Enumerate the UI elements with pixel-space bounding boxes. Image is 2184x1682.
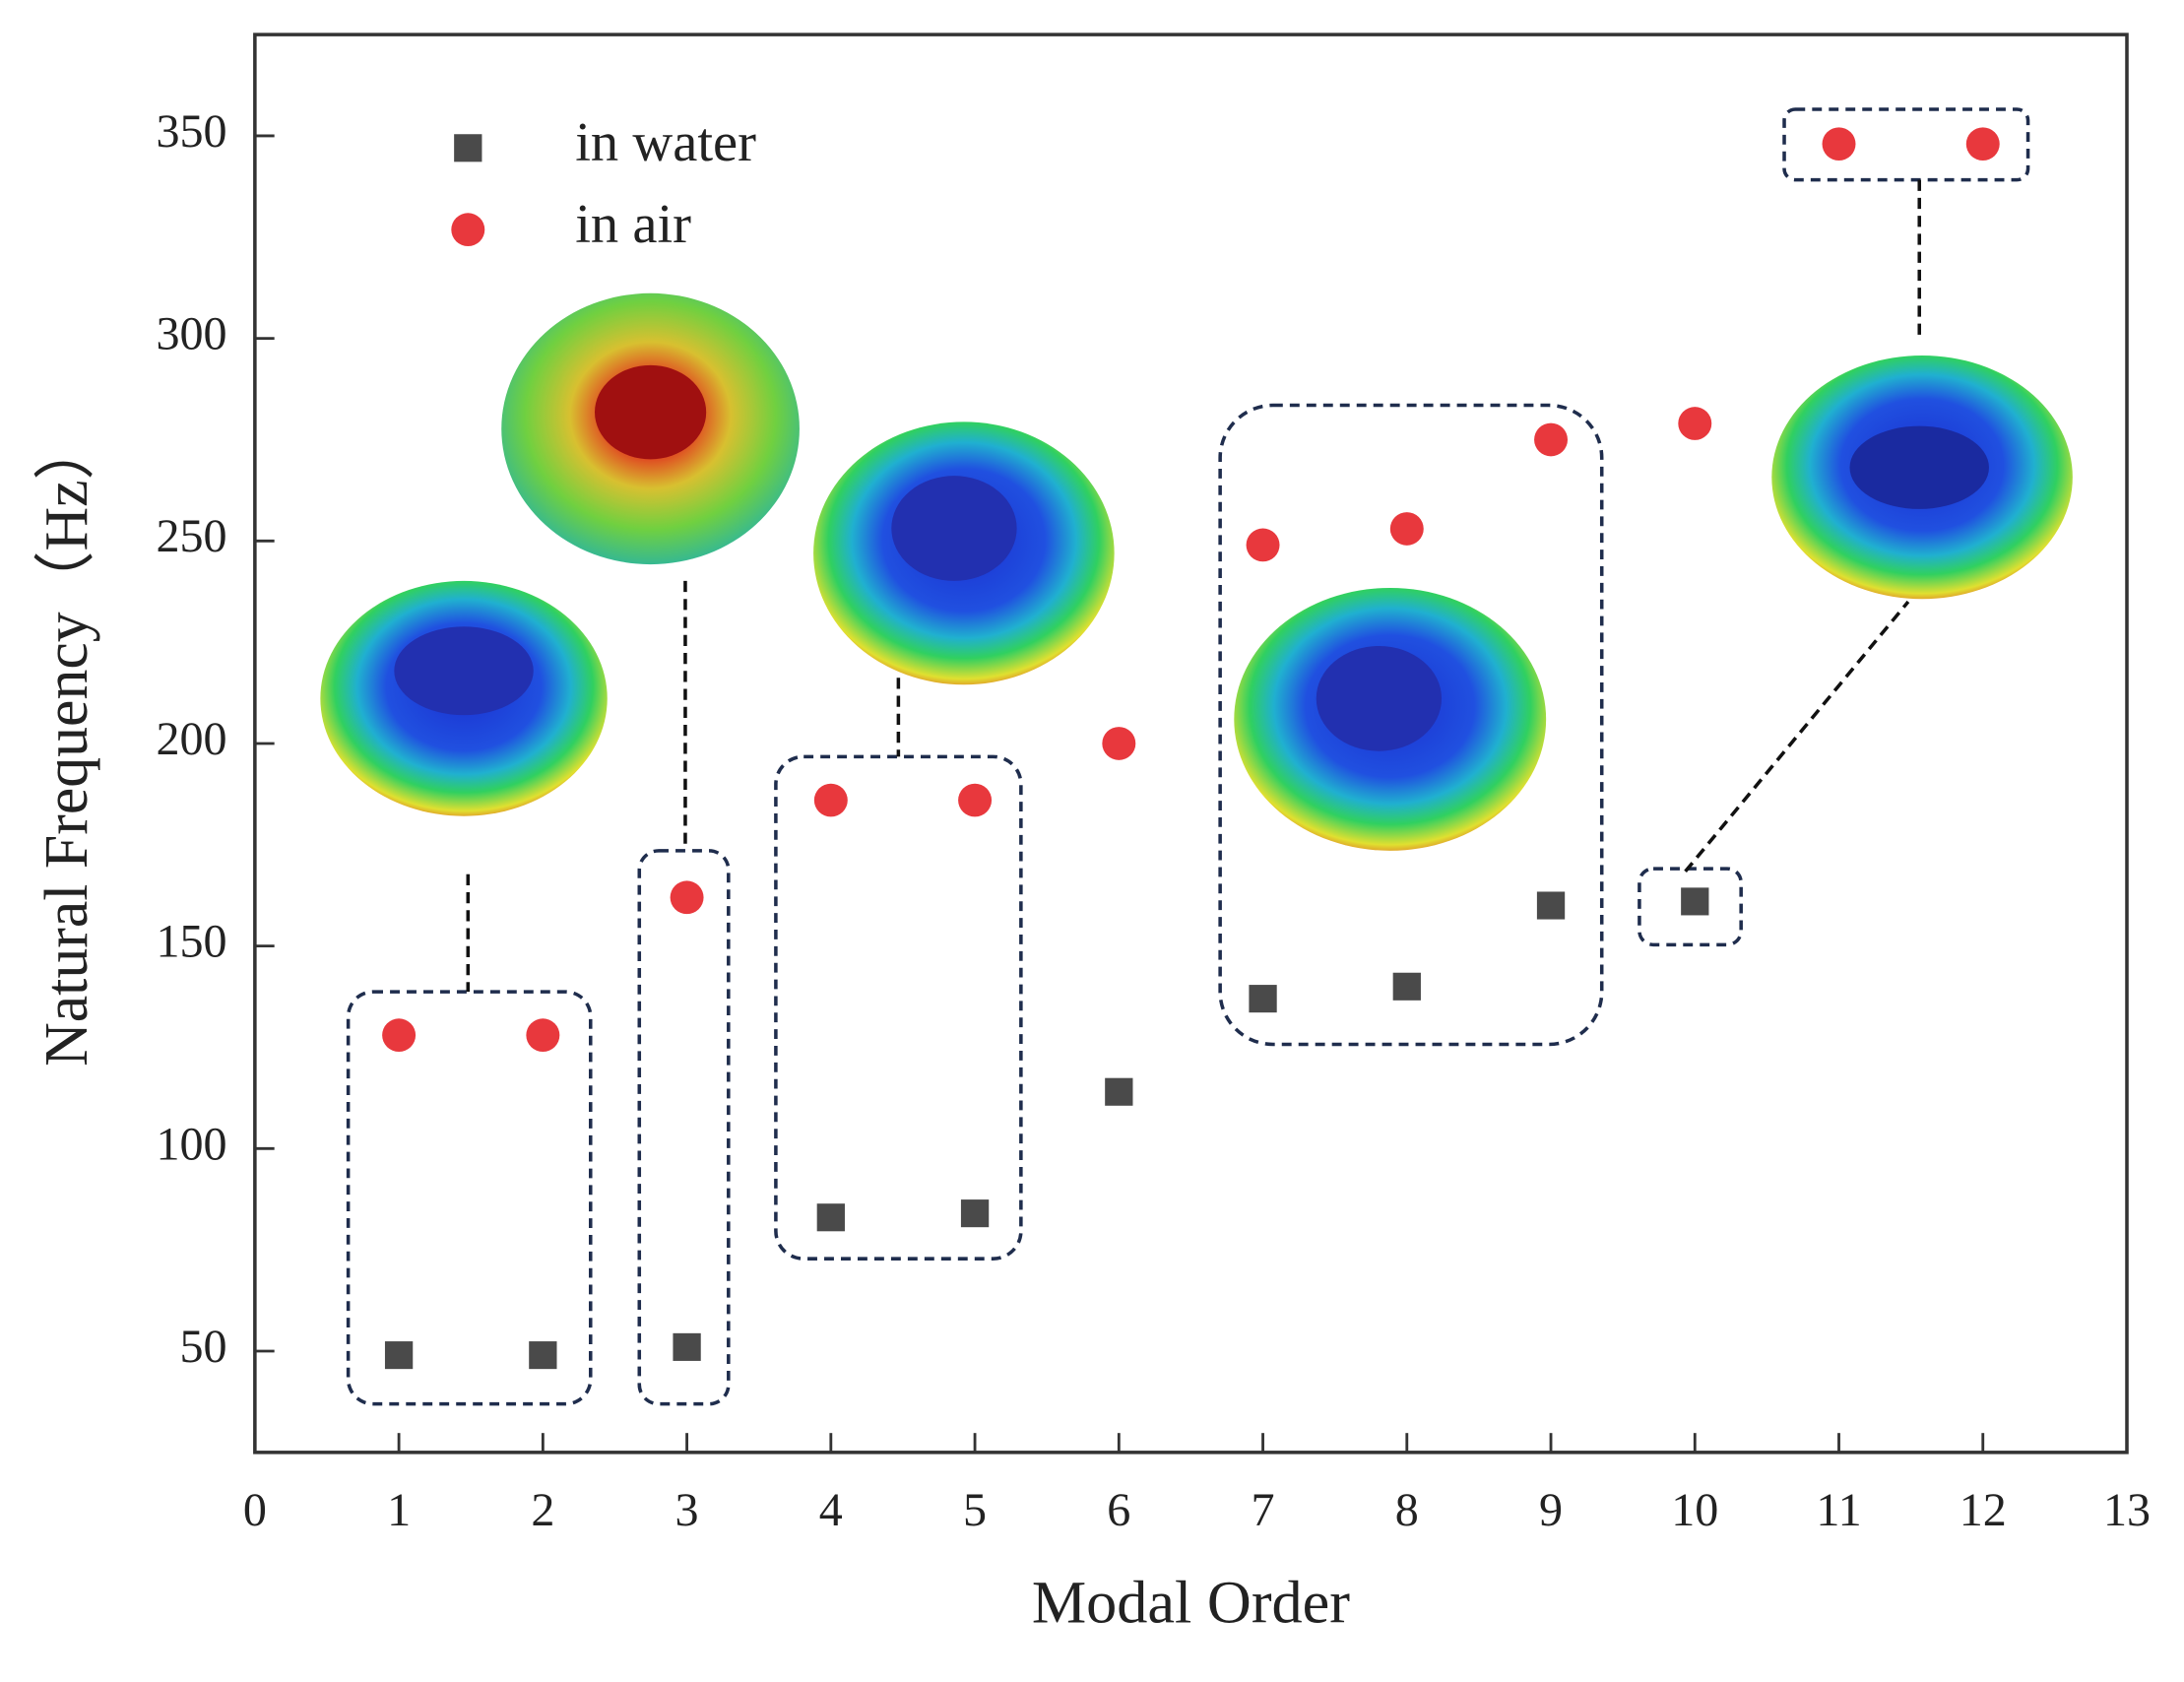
x-tick-label: 6 (1107, 1484, 1130, 1536)
y-tick-label: 150 (156, 916, 226, 968)
x-tick-label: 4 (819, 1484, 843, 1536)
point (1965, 127, 2000, 162)
x-tick-label: 7 (1252, 1484, 1275, 1536)
point (1681, 887, 1709, 916)
mode-hub (1316, 645, 1443, 751)
group-box (637, 849, 731, 1406)
point (1389, 512, 1424, 546)
x-tick-label: 1 (387, 1484, 411, 1536)
point (960, 1199, 990, 1228)
x-tick-label: 11 (1816, 1484, 1861, 1536)
legend-marker (451, 213, 485, 247)
leader-line (1684, 600, 1910, 873)
y-tick-label: 200 (156, 713, 226, 765)
point (813, 783, 848, 817)
x-tick-label: 0 (243, 1484, 267, 1536)
point (670, 880, 704, 915)
legend-label: in water (575, 112, 756, 173)
x-tick-label: 5 (963, 1484, 987, 1536)
point (1392, 972, 1421, 1001)
annotations (346, 107, 2030, 1406)
point (816, 1203, 845, 1232)
point (1105, 1077, 1133, 1106)
mode-hub (1849, 425, 1989, 509)
legend-label: in air (575, 194, 691, 255)
mode-hub (595, 364, 707, 460)
mode-shapes (320, 292, 2073, 851)
point (1249, 985, 1277, 1013)
y-tick-label: 350 (156, 105, 226, 158)
point (529, 1341, 557, 1370)
point (382, 1018, 417, 1053)
x-tick-label: 10 (1671, 1484, 1718, 1536)
point (1536, 891, 1566, 920)
y-tick-label: 100 (156, 1118, 226, 1170)
x-tick-label: 2 (531, 1484, 554, 1536)
x-tick-label: 8 (1395, 1484, 1419, 1536)
y-tick-label: 300 (156, 308, 226, 360)
point (958, 783, 993, 817)
group-box (1218, 403, 1604, 1047)
point (1822, 127, 1856, 162)
point (1246, 528, 1280, 562)
x-tick-label: 3 (675, 1484, 699, 1536)
y-tick-label: 250 (156, 510, 226, 562)
x-tick-label: 12 (1959, 1484, 2007, 1536)
x-axis-label: Modal Order (1032, 1570, 1351, 1637)
point (1534, 422, 1569, 457)
x-tick-label: 9 (1539, 1484, 1563, 1536)
x-tick-label: 13 (2103, 1484, 2151, 1536)
y-tick-label: 50 (179, 1321, 226, 1373)
legend-marker (454, 134, 482, 162)
mode-hub (394, 626, 534, 716)
point (1102, 727, 1136, 760)
point (384, 1341, 414, 1370)
group-box (774, 754, 1023, 1261)
point (526, 1018, 560, 1053)
group-box (1638, 867, 1743, 947)
mode-hub (891, 476, 1017, 581)
point (673, 1332, 701, 1361)
y-axis-label: Natural Frequency（Hz） (33, 420, 100, 1067)
point (1678, 407, 1712, 440)
